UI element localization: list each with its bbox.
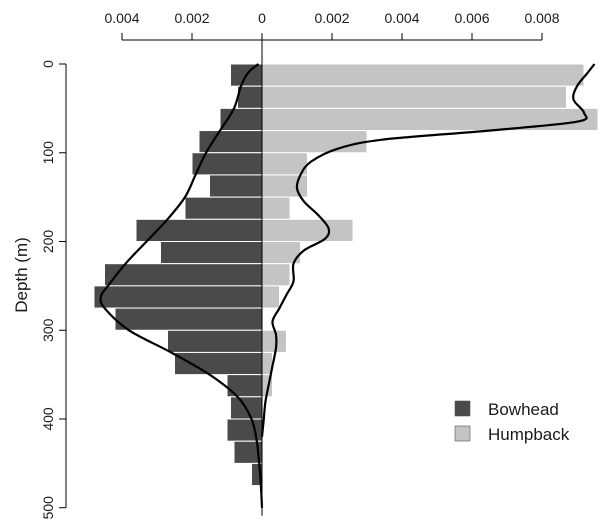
bar-humpback bbox=[261, 152, 308, 176]
bar-bowhead bbox=[93, 285, 263, 309]
bar-humpback bbox=[261, 285, 280, 309]
legend-label-bowhead: Bowhead bbox=[488, 400, 559, 419]
bar-humpback bbox=[261, 130, 368, 154]
y-tick-label: 300 bbox=[40, 318, 56, 342]
bar-bowhead bbox=[226, 374, 263, 398]
x-tick-label: 0.004 bbox=[104, 10, 139, 26]
bar-bowhead bbox=[191, 152, 263, 176]
axes-layer: 0.004 0.002 0 0.002 0.004 0.006 0.008 0 100 200 30… bbox=[40, 10, 560, 519]
bar-humpback bbox=[261, 218, 354, 242]
density-curves-layer bbox=[99, 63, 596, 508]
bar-humpback bbox=[261, 263, 291, 287]
legend-label-humpback: Humpback bbox=[488, 425, 570, 444]
bar-bowhead bbox=[114, 307, 263, 331]
y-tick-label: 100 bbox=[40, 141, 56, 165]
legend-swatch-bowhead bbox=[454, 400, 471, 417]
bar-humpback bbox=[261, 63, 585, 87]
bar-humpback bbox=[261, 329, 287, 353]
density-curve-bowhead bbox=[99, 63, 264, 508]
legend-swatch-humpback bbox=[454, 425, 471, 442]
y-tick-label: 500 bbox=[40, 496, 56, 520]
legend: Bowhead Humpback bbox=[454, 400, 570, 444]
bar-humpback bbox=[261, 107, 599, 132]
bar-bowhead bbox=[209, 174, 263, 198]
bar-humpback bbox=[261, 196, 291, 220]
bar-bowhead bbox=[237, 85, 263, 109]
x-tick-label: 0.008 bbox=[524, 10, 559, 26]
y-tick-label: 0 bbox=[40, 60, 56, 68]
x-tick-label: 0 bbox=[258, 10, 266, 26]
y-axis-title: Depth (m) bbox=[12, 237, 31, 313]
y-tick-label: 200 bbox=[40, 230, 56, 254]
x-tick-label: 0.002 bbox=[314, 10, 349, 26]
bars-layer bbox=[93, 63, 599, 487]
bar-bowhead bbox=[135, 218, 263, 242]
density-curve-humpback bbox=[260, 63, 596, 437]
bar-bowhead bbox=[174, 351, 263, 376]
x-tick-label: 0.002 bbox=[174, 10, 209, 26]
y-tick-label: 400 bbox=[40, 407, 56, 431]
bar-bowhead bbox=[184, 196, 263, 220]
bar-bowhead bbox=[160, 241, 263, 265]
x-tick-label: 0.004 bbox=[384, 10, 419, 26]
bar-humpback bbox=[261, 85, 567, 109]
bar-bowhead bbox=[167, 329, 263, 353]
x-tick-label: 0.006 bbox=[454, 10, 489, 26]
bar-bowhead bbox=[104, 263, 263, 287]
bar-humpback bbox=[261, 174, 308, 198]
